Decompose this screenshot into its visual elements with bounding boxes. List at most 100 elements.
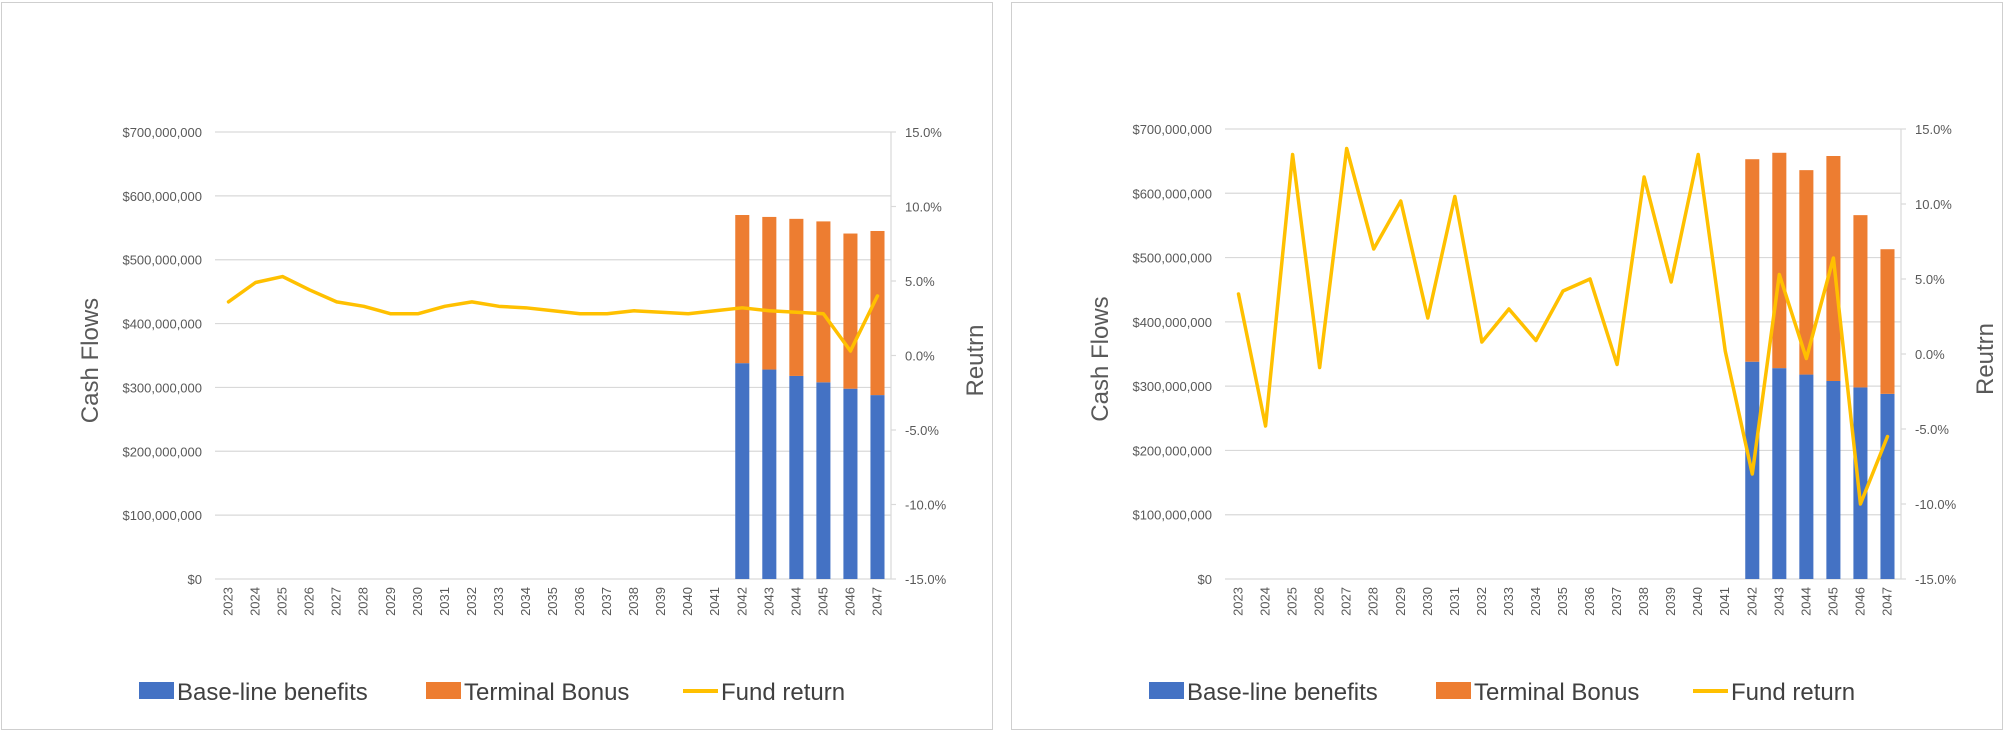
x-tick-label: 2044: [1798, 587, 1813, 616]
y2-axis-title: Reutrn: [962, 324, 989, 396]
x-tick-label: 2026: [1312, 587, 1327, 616]
y-axis-title: Cash Flows: [1087, 296, 1114, 421]
y-tick-label: $600,000,000: [1132, 186, 1212, 201]
x-tick-label: 2040: [680, 587, 695, 616]
legend-label-1: Terminal Bonus: [464, 679, 629, 706]
bar-baseline-2042: [735, 363, 750, 579]
chart-2-svg: $0 $100,000,000 $200,000,000 $300,000,000 $4…: [1087, 122, 1999, 706]
y-tick-label: $400,000,000: [1132, 315, 1212, 330]
y-tick-label: $300,000,000: [122, 380, 202, 395]
bar-terminal-2047: [870, 230, 885, 396]
x-tick-label: 2046: [1852, 587, 1867, 616]
y2-tick-label: 5.0%: [1915, 272, 1945, 287]
legend-swatch-0: [1149, 682, 1184, 699]
y-tick-label: $300,000,000: [1132, 379, 1212, 394]
y-tick-label: $700,000,000: [122, 125, 202, 140]
y-tick-label: $500,000,000: [122, 253, 202, 268]
x-tick-label: 2047: [869, 587, 884, 616]
y2-tick-label: -5.0%: [1915, 422, 1949, 437]
x-tick-label: 2045: [1825, 587, 1840, 616]
y2-tick-label: 5.0%: [905, 274, 935, 289]
chart-panel-2: $0 $100,000,000 $200,000,000 $300,000,000 $4…: [1011, 2, 2003, 730]
y2-axis-title: Reutrn: [1972, 323, 1999, 395]
chart-panel-1: $0 $100,000,000 $200,000,000 $300,000,000 $4…: [1, 2, 993, 730]
y2-tick-label: -10.0%: [1915, 497, 1957, 512]
y2-tick-label: 0.0%: [1915, 347, 1945, 362]
x-tick-label: 2046: [842, 587, 857, 616]
legend-swatch-0: [139, 682, 174, 699]
y2-tick-label: -15.0%: [905, 572, 947, 587]
x-tick-label: 2043: [761, 587, 776, 616]
x-tick-label: 2031: [1447, 587, 1462, 616]
x-tick-label: 2037: [1609, 587, 1624, 616]
x-tick-label: 2027: [329, 587, 344, 616]
fund-return-line: [226, 274, 880, 353]
bar-terminal-2043: [1772, 152, 1787, 369]
y-tick-label: $600,000,000: [122, 189, 202, 204]
legend-swatch-1: [1436, 682, 1471, 699]
bar-baseline-2047: [870, 395, 885, 579]
x-tick-label: 2025: [275, 587, 290, 616]
x-tick-label: 2023: [221, 587, 236, 616]
bar-baseline-2044: [789, 375, 804, 579]
x-tick-label: 2038: [1636, 587, 1651, 616]
x-tick-label: 2034: [1528, 587, 1543, 616]
x-tick-label: 2041: [1717, 587, 1732, 616]
y-tick-label: $200,000,000: [122, 444, 202, 459]
x-tick-label: 2032: [464, 587, 479, 616]
legend-label-2: Fund return: [1731, 679, 1855, 706]
bar-baseline-2045: [1826, 381, 1841, 579]
bar-baseline-2046: [1853, 387, 1868, 579]
bar-baseline-2045: [816, 382, 831, 579]
bar-terminal-2042: [735, 215, 750, 364]
y2-tick-label: -15.0%: [1915, 572, 1957, 587]
x-tick-label: 2042: [1744, 587, 1759, 616]
y-tick-label: $100,000,000: [122, 508, 202, 523]
x-tick-label: 2039: [1663, 587, 1678, 616]
bar-terminal-2046: [1853, 215, 1868, 388]
x-tick-label: 2025: [1285, 587, 1300, 616]
legend-label-1: Terminal Bonus: [1474, 679, 1639, 706]
bar-terminal-2045: [816, 221, 831, 383]
x-tick-label: 2033: [491, 587, 506, 616]
x-tick-label: 2043: [1771, 587, 1786, 616]
x-tick-label: 2029: [1393, 587, 1408, 616]
y2-tick-label: 10.0%: [1915, 197, 1952, 212]
x-tick-label: 2032: [1474, 587, 1489, 616]
y-axis-title: Cash Flows: [77, 298, 104, 423]
chart-1-svg: $0 $100,000,000 $200,000,000 $300,000,000 $4…: [77, 125, 989, 706]
x-tick-label: 2047: [1879, 587, 1894, 616]
legend-label-0: Base-line benefits: [1187, 679, 1378, 706]
x-tick-label: 2045: [815, 587, 830, 616]
x-tick-label: 2036: [1582, 587, 1597, 616]
x-tick-label: 2037: [599, 587, 614, 616]
x-tick-label: 2024: [248, 587, 263, 616]
y2-tick-label: 10.0%: [905, 200, 942, 215]
x-tick-label: 2040: [1690, 587, 1705, 616]
legend-label-0: Base-line benefits: [177, 679, 368, 706]
x-tick-label: 2030: [1420, 587, 1435, 616]
x-tick-label: 2024: [1258, 587, 1273, 616]
bar-terminal-2046: [843, 233, 858, 389]
y2-tick-label: 15.0%: [1915, 122, 1952, 137]
x-tick-label: 2030: [410, 587, 425, 616]
bar-baseline-2044: [1799, 374, 1814, 579]
x-tick-label: 2023: [1231, 587, 1246, 616]
y-tick-label: $400,000,000: [122, 317, 202, 332]
bar-terminal-2042: [1745, 159, 1760, 362]
x-tick-label: 2044: [788, 587, 803, 616]
bar-baseline-2043: [762, 369, 777, 579]
x-tick-label: 2026: [302, 587, 317, 616]
legend-swatch-1: [426, 682, 461, 699]
y2-tick-label: 15.0%: [905, 125, 942, 140]
y-tick-label: $0: [188, 572, 202, 587]
x-tick-label: 2035: [545, 587, 560, 616]
bar-baseline-2046: [843, 388, 858, 579]
legend-label-2: Fund return: [721, 679, 845, 706]
bar-terminal-2043: [762, 216, 777, 370]
x-tick-label: 2041: [707, 587, 722, 616]
bar-terminal-2044: [789, 218, 804, 376]
y-tick-label: $700,000,000: [1132, 122, 1212, 137]
x-tick-label: 2038: [626, 587, 641, 616]
y-tick-label: $500,000,000: [1132, 251, 1212, 266]
